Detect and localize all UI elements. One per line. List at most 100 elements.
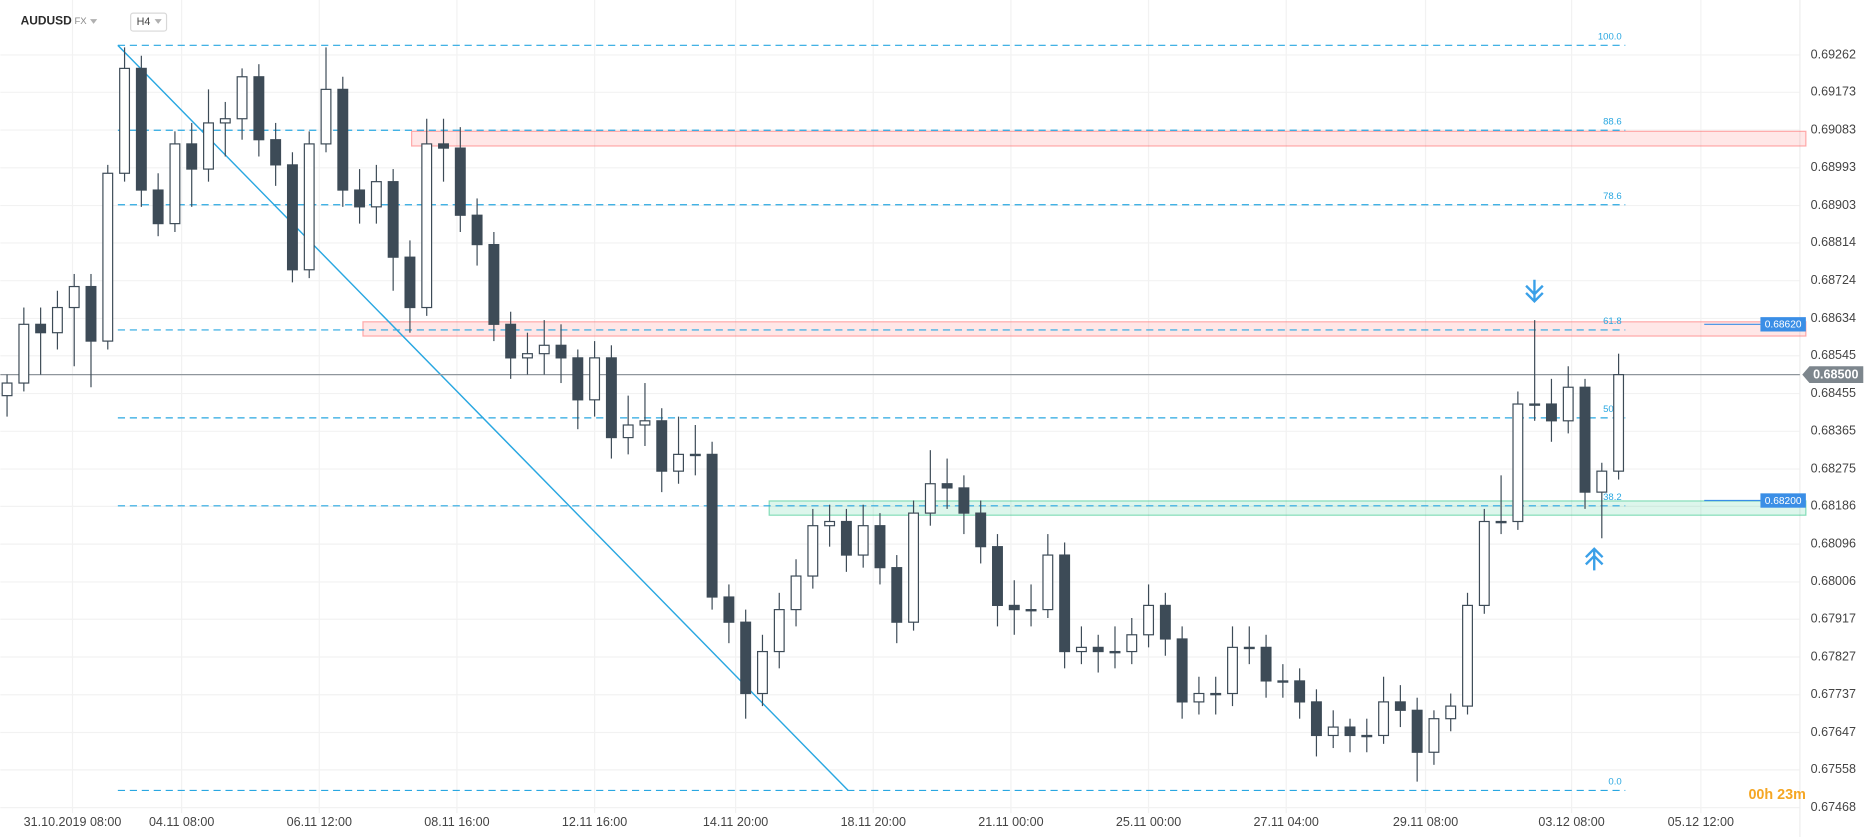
x-tick-label: 25.11 00:00 — [1116, 815, 1181, 829]
candle-body — [370, 181, 382, 208]
dropdown-icon[interactable] — [90, 19, 98, 24]
candle-body — [1059, 554, 1071, 653]
candle-body — [1495, 520, 1507, 524]
candle-body — [320, 88, 332, 145]
candle-body — [740, 621, 752, 695]
symbol[interactable]: AUDUSD — [21, 14, 72, 28]
candle-body — [924, 483, 936, 514]
candle-body — [1579, 386, 1591, 493]
candle-body — [135, 67, 147, 191]
candle-body — [521, 353, 533, 359]
zone — [411, 130, 1807, 147]
x-tick-label: 12.11 16:00 — [562, 815, 627, 829]
x-tick-label: 27.11 04:00 — [1254, 815, 1319, 829]
candle-body — [505, 323, 517, 359]
market: FX — [74, 16, 87, 27]
y-tick-label: 0.67737 — [1811, 687, 1856, 701]
y-tick-label: 0.68903 — [1811, 198, 1856, 212]
x-tick-label: 18.11 20:00 — [841, 815, 906, 829]
buy-arrow — [1585, 547, 1604, 571]
timeframe[interactable]: H4 — [137, 16, 151, 28]
candle-timer: 00h 23m — [1748, 787, 1805, 803]
candle-body — [807, 525, 819, 577]
candle-body — [152, 189, 164, 225]
y-tick-label: 0.69173 — [1811, 85, 1856, 99]
x-tick-label: 14.11 20:00 — [703, 815, 768, 829]
candle-body — [119, 67, 131, 174]
candle-body — [454, 147, 466, 216]
y-tick-label: 0.68006 — [1811, 574, 1856, 588]
candle-body — [673, 453, 684, 472]
candle-body — [1310, 701, 1322, 737]
candle-body — [1260, 646, 1272, 682]
candle-body — [354, 189, 366, 208]
trend-line — [117, 44, 849, 791]
y-tick-label: 0.67468 — [1811, 800, 1856, 814]
candle-body — [840, 520, 852, 556]
candle-body — [1445, 705, 1457, 720]
candle-body — [404, 256, 416, 309]
zone — [768, 500, 1807, 516]
candle-body — [941, 483, 953, 489]
candle-body — [35, 323, 47, 334]
candle-body — [85, 285, 97, 342]
candle-body — [1109, 650, 1121, 654]
y-tick-label: 0.68814 — [1811, 235, 1856, 249]
y-tick-label: 0.68365 — [1811, 424, 1856, 438]
candle-body — [1428, 718, 1440, 753]
candle-body — [1394, 701, 1406, 711]
candle-body — [1176, 638, 1188, 703]
last-price-tag — [1802, 366, 1864, 384]
candle-body — [270, 139, 282, 166]
candle-body — [857, 525, 869, 556]
timeframe-button[interactable] — [130, 12, 168, 32]
y-tick-label: 0.68096 — [1811, 536, 1856, 550]
fib-label: 38.2 — [1603, 492, 1622, 503]
candle-body — [1092, 646, 1104, 653]
candle-body — [1596, 470, 1608, 493]
y-tick-label: 0.67917 — [1811, 612, 1856, 626]
candle-body — [203, 122, 214, 170]
price-tag — [1760, 317, 1806, 332]
sell-arrow — [1525, 279, 1544, 304]
candle-body — [1562, 386, 1574, 422]
candle-body — [992, 546, 1003, 607]
candle-body — [874, 525, 886, 569]
candle-body — [723, 596, 735, 623]
y-tick-label: 0.67558 — [1811, 762, 1856, 776]
candle-body — [169, 143, 181, 225]
fib-label: 88.6 — [1603, 116, 1622, 127]
candle-body — [1075, 646, 1087, 653]
candle-body — [421, 143, 433, 309]
candle-body — [824, 520, 836, 527]
candle-body — [908, 512, 920, 623]
candle-body — [1462, 604, 1473, 707]
dropdown-icon[interactable] — [154, 19, 162, 24]
x-tick-label: 29.11 08:00 — [1393, 815, 1458, 829]
x-tick-label: 21.11 00:00 — [978, 815, 1043, 829]
candle-body — [236, 76, 248, 120]
candle-body — [1411, 709, 1423, 753]
candle-body — [1143, 604, 1155, 636]
candle-body — [1613, 374, 1625, 472]
y-tick-label: 0.67647 — [1811, 725, 1856, 739]
y-tick-label: 0.68545 — [1811, 348, 1856, 362]
fib-label: 50.0 — [1603, 404, 1622, 415]
y-tick-label: 0.69262 — [1811, 47, 1856, 61]
candle-body — [1243, 646, 1255, 650]
candle-body — [1210, 692, 1222, 696]
candle-body — [253, 76, 265, 141]
candle-body — [572, 357, 584, 401]
y-tick-label: 0.68724 — [1811, 273, 1856, 287]
candle-body — [1008, 604, 1020, 611]
price-tag-label: 0.68200 — [1765, 496, 1802, 507]
candle-body — [639, 420, 651, 426]
candle-body — [1378, 701, 1390, 737]
candle-body — [471, 214, 483, 246]
candle-body — [337, 88, 349, 191]
candle-body — [790, 575, 802, 611]
fib-label: 100.0 — [1598, 31, 1622, 42]
candle-body — [1159, 604, 1171, 640]
candle-body — [1294, 680, 1306, 703]
candle-body — [622, 424, 634, 439]
